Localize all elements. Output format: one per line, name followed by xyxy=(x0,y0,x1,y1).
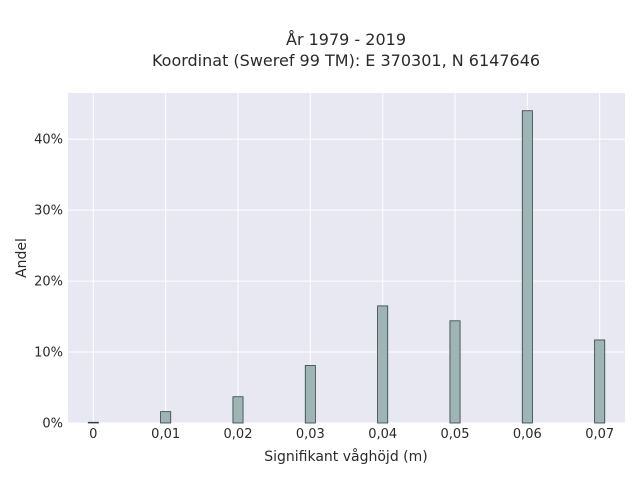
x-tick-label-3: 0,03 xyxy=(296,427,325,442)
x-axis-ticks: 0 0,01 0,02 0,03 0,04 0,05 0,06 0,07 xyxy=(89,427,614,442)
plot-area xyxy=(68,93,625,423)
x-tick-label-7: 0,07 xyxy=(585,427,614,442)
x-tick-label-4: 0,04 xyxy=(368,427,397,442)
x-tick-label-1: 0,01 xyxy=(151,427,180,442)
bar-3 xyxy=(304,365,316,424)
x-tick-label-0: 0 xyxy=(89,427,97,442)
y-tick-label-4: 40% xyxy=(34,133,63,148)
bar-6 xyxy=(521,110,533,424)
x-tick-label-2: 0,02 xyxy=(224,427,253,442)
x-tick-label-5: 0,05 xyxy=(441,427,470,442)
bars xyxy=(87,110,606,424)
bar-7 xyxy=(594,339,606,424)
bar-4 xyxy=(377,305,389,424)
bar-0 xyxy=(87,421,99,424)
y-axis-label: Andel xyxy=(14,238,30,278)
y-tick-label-0: 0% xyxy=(42,417,63,432)
y-axis-ticks: 0% 10% 20% 30% 40% xyxy=(34,133,63,432)
chart-title-line-2: Koordinat (Sweref 99 TM): E 370301, N 61… xyxy=(152,51,540,70)
y-tick-label-2: 20% xyxy=(34,275,63,290)
x-tick-label-6: 0,06 xyxy=(513,427,542,442)
bar-5 xyxy=(449,320,461,424)
y-tick-label-1: 10% xyxy=(34,346,63,361)
y-tick-label-3: 30% xyxy=(34,204,63,219)
bar-2 xyxy=(232,396,244,424)
bar-1 xyxy=(160,411,172,424)
chart-title-line-1: År 1979 - 2019 xyxy=(286,30,406,49)
x-axis-label: Signifikant våghöjd (m) xyxy=(264,448,427,465)
